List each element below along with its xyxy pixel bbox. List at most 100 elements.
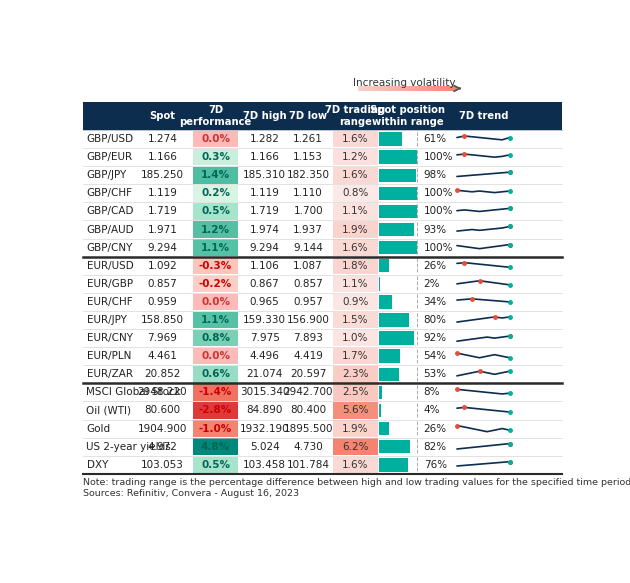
FancyBboxPatch shape	[448, 86, 449, 91]
FancyBboxPatch shape	[450, 86, 452, 91]
FancyBboxPatch shape	[361, 86, 362, 91]
FancyBboxPatch shape	[193, 258, 238, 274]
FancyBboxPatch shape	[411, 86, 412, 91]
Text: 84.890: 84.890	[246, 406, 283, 416]
Text: 7D high: 7D high	[243, 111, 287, 121]
Text: 1.092: 1.092	[147, 261, 177, 271]
FancyBboxPatch shape	[432, 86, 433, 91]
Text: 80.600: 80.600	[144, 406, 181, 416]
FancyBboxPatch shape	[443, 86, 444, 91]
FancyBboxPatch shape	[408, 86, 410, 91]
FancyBboxPatch shape	[333, 258, 378, 274]
Text: 5.024: 5.024	[250, 442, 280, 452]
Text: 7.969: 7.969	[147, 333, 178, 343]
Text: 2948.220: 2948.220	[137, 387, 187, 398]
FancyBboxPatch shape	[390, 86, 391, 91]
Text: GBP/CHF: GBP/CHF	[86, 188, 132, 198]
FancyBboxPatch shape	[456, 86, 457, 91]
FancyBboxPatch shape	[193, 149, 238, 166]
Text: 7D trend: 7D trend	[459, 111, 508, 121]
FancyBboxPatch shape	[434, 86, 435, 91]
Text: 1.1%: 1.1%	[342, 279, 369, 289]
Text: 7D trading
range: 7D trading range	[325, 105, 386, 127]
FancyBboxPatch shape	[428, 86, 429, 91]
Text: -1.4%: -1.4%	[199, 387, 232, 398]
FancyBboxPatch shape	[333, 167, 378, 184]
Text: 98%: 98%	[423, 170, 447, 180]
FancyBboxPatch shape	[193, 456, 238, 473]
FancyBboxPatch shape	[427, 86, 428, 91]
FancyBboxPatch shape	[193, 276, 238, 292]
FancyBboxPatch shape	[406, 86, 407, 91]
FancyBboxPatch shape	[380, 86, 381, 91]
Text: 26%: 26%	[423, 261, 447, 271]
Text: 100%: 100%	[423, 152, 453, 162]
FancyBboxPatch shape	[379, 349, 399, 363]
Text: GBP/CNY: GBP/CNY	[86, 243, 133, 252]
FancyBboxPatch shape	[398, 86, 399, 91]
Text: 1.119: 1.119	[147, 188, 178, 198]
Text: 4.972: 4.972	[147, 442, 178, 452]
Text: 6.2%: 6.2%	[342, 442, 369, 452]
FancyBboxPatch shape	[401, 86, 402, 91]
FancyBboxPatch shape	[422, 86, 423, 91]
FancyBboxPatch shape	[447, 86, 448, 91]
FancyBboxPatch shape	[399, 86, 400, 91]
Text: 0.8%: 0.8%	[201, 333, 230, 343]
Text: Oil (WTI): Oil (WTI)	[86, 406, 132, 416]
Text: 1.261: 1.261	[293, 134, 323, 144]
Text: 8%: 8%	[423, 387, 440, 398]
Text: 7D low: 7D low	[289, 111, 327, 121]
FancyBboxPatch shape	[438, 86, 439, 91]
Text: EUR/GBP: EUR/GBP	[86, 279, 133, 289]
Text: 158.850: 158.850	[141, 315, 184, 325]
FancyBboxPatch shape	[333, 420, 378, 437]
Text: MSCI Global Stock: MSCI Global Stock	[86, 387, 181, 398]
Text: 9.294: 9.294	[250, 243, 280, 252]
FancyBboxPatch shape	[410, 86, 411, 91]
Text: 0.2%: 0.2%	[201, 188, 230, 198]
FancyBboxPatch shape	[379, 422, 389, 436]
Text: 0.3%: 0.3%	[201, 152, 230, 162]
FancyBboxPatch shape	[193, 402, 238, 419]
FancyBboxPatch shape	[363, 86, 364, 91]
Text: 159.330: 159.330	[243, 315, 286, 325]
Text: 0.965: 0.965	[250, 297, 280, 307]
FancyBboxPatch shape	[455, 86, 456, 91]
Text: 20.852: 20.852	[144, 369, 181, 380]
Text: 1904.900: 1904.900	[138, 424, 187, 434]
FancyBboxPatch shape	[371, 86, 372, 91]
FancyBboxPatch shape	[379, 404, 381, 417]
Text: 21.074: 21.074	[246, 369, 283, 380]
FancyBboxPatch shape	[387, 86, 389, 91]
FancyBboxPatch shape	[425, 86, 426, 91]
Text: 1.6%: 1.6%	[342, 170, 369, 180]
Text: 1.2%: 1.2%	[201, 224, 230, 234]
Text: 0.5%: 0.5%	[201, 460, 230, 470]
FancyBboxPatch shape	[193, 330, 238, 346]
Text: 100%: 100%	[423, 206, 453, 216]
Text: 1932.190: 1932.190	[240, 424, 290, 434]
Text: DXY: DXY	[86, 460, 108, 470]
Text: 1.8%: 1.8%	[342, 261, 369, 271]
FancyBboxPatch shape	[364, 86, 365, 91]
FancyBboxPatch shape	[424, 86, 425, 91]
Text: 0.8%: 0.8%	[342, 188, 369, 198]
Text: GBP/AUD: GBP/AUD	[86, 224, 134, 234]
Text: 1.719: 1.719	[147, 206, 178, 216]
FancyBboxPatch shape	[453, 86, 454, 91]
Text: 2.3%: 2.3%	[342, 369, 369, 380]
Text: 5.6%: 5.6%	[342, 406, 369, 416]
FancyBboxPatch shape	[366, 86, 367, 91]
Text: 103.053: 103.053	[141, 460, 184, 470]
Text: 1.6%: 1.6%	[342, 243, 369, 252]
FancyBboxPatch shape	[379, 168, 416, 182]
Text: 9.294: 9.294	[147, 243, 178, 252]
FancyBboxPatch shape	[444, 86, 445, 91]
Text: 156.900: 156.900	[287, 315, 329, 325]
Text: 7.893: 7.893	[293, 333, 323, 343]
FancyBboxPatch shape	[386, 86, 387, 91]
Text: 100%: 100%	[423, 243, 453, 252]
Text: 103.458: 103.458	[243, 460, 286, 470]
FancyBboxPatch shape	[333, 330, 378, 346]
